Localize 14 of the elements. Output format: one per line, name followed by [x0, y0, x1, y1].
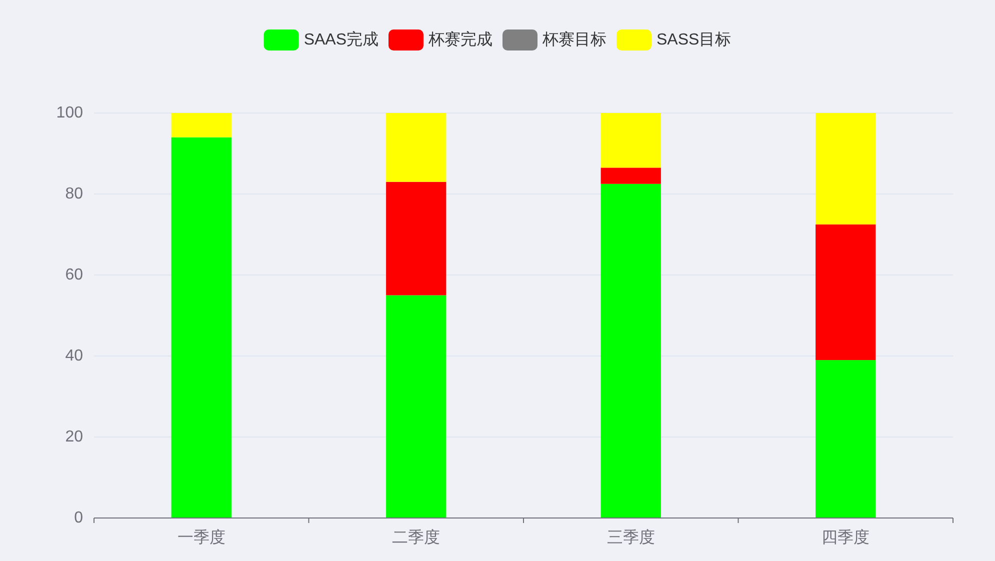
ytick-label: 40 — [65, 348, 83, 364]
legend-label: 杯赛完成 — [428, 32, 492, 48]
xtick-label: 二季度 — [392, 530, 440, 546]
legend-label: SASS目标 — [656, 32, 732, 48]
xtick-label: 一季度 — [177, 530, 226, 546]
ytick-label: 0 — [74, 510, 83, 526]
ytick-label: 20 — [65, 428, 83, 446]
ytick-label: 80 — [65, 186, 83, 202]
legend-label: SAAS完成 — [304, 32, 378, 48]
legend-label: 杯赛目标 — [542, 32, 606, 48]
ytick-label: 60 — [65, 266, 83, 284]
ytick-label: 100 — [56, 104, 83, 122]
xtick-label: 四季度 — [822, 530, 870, 546]
xtick-label: 三季度 — [606, 530, 655, 546]
